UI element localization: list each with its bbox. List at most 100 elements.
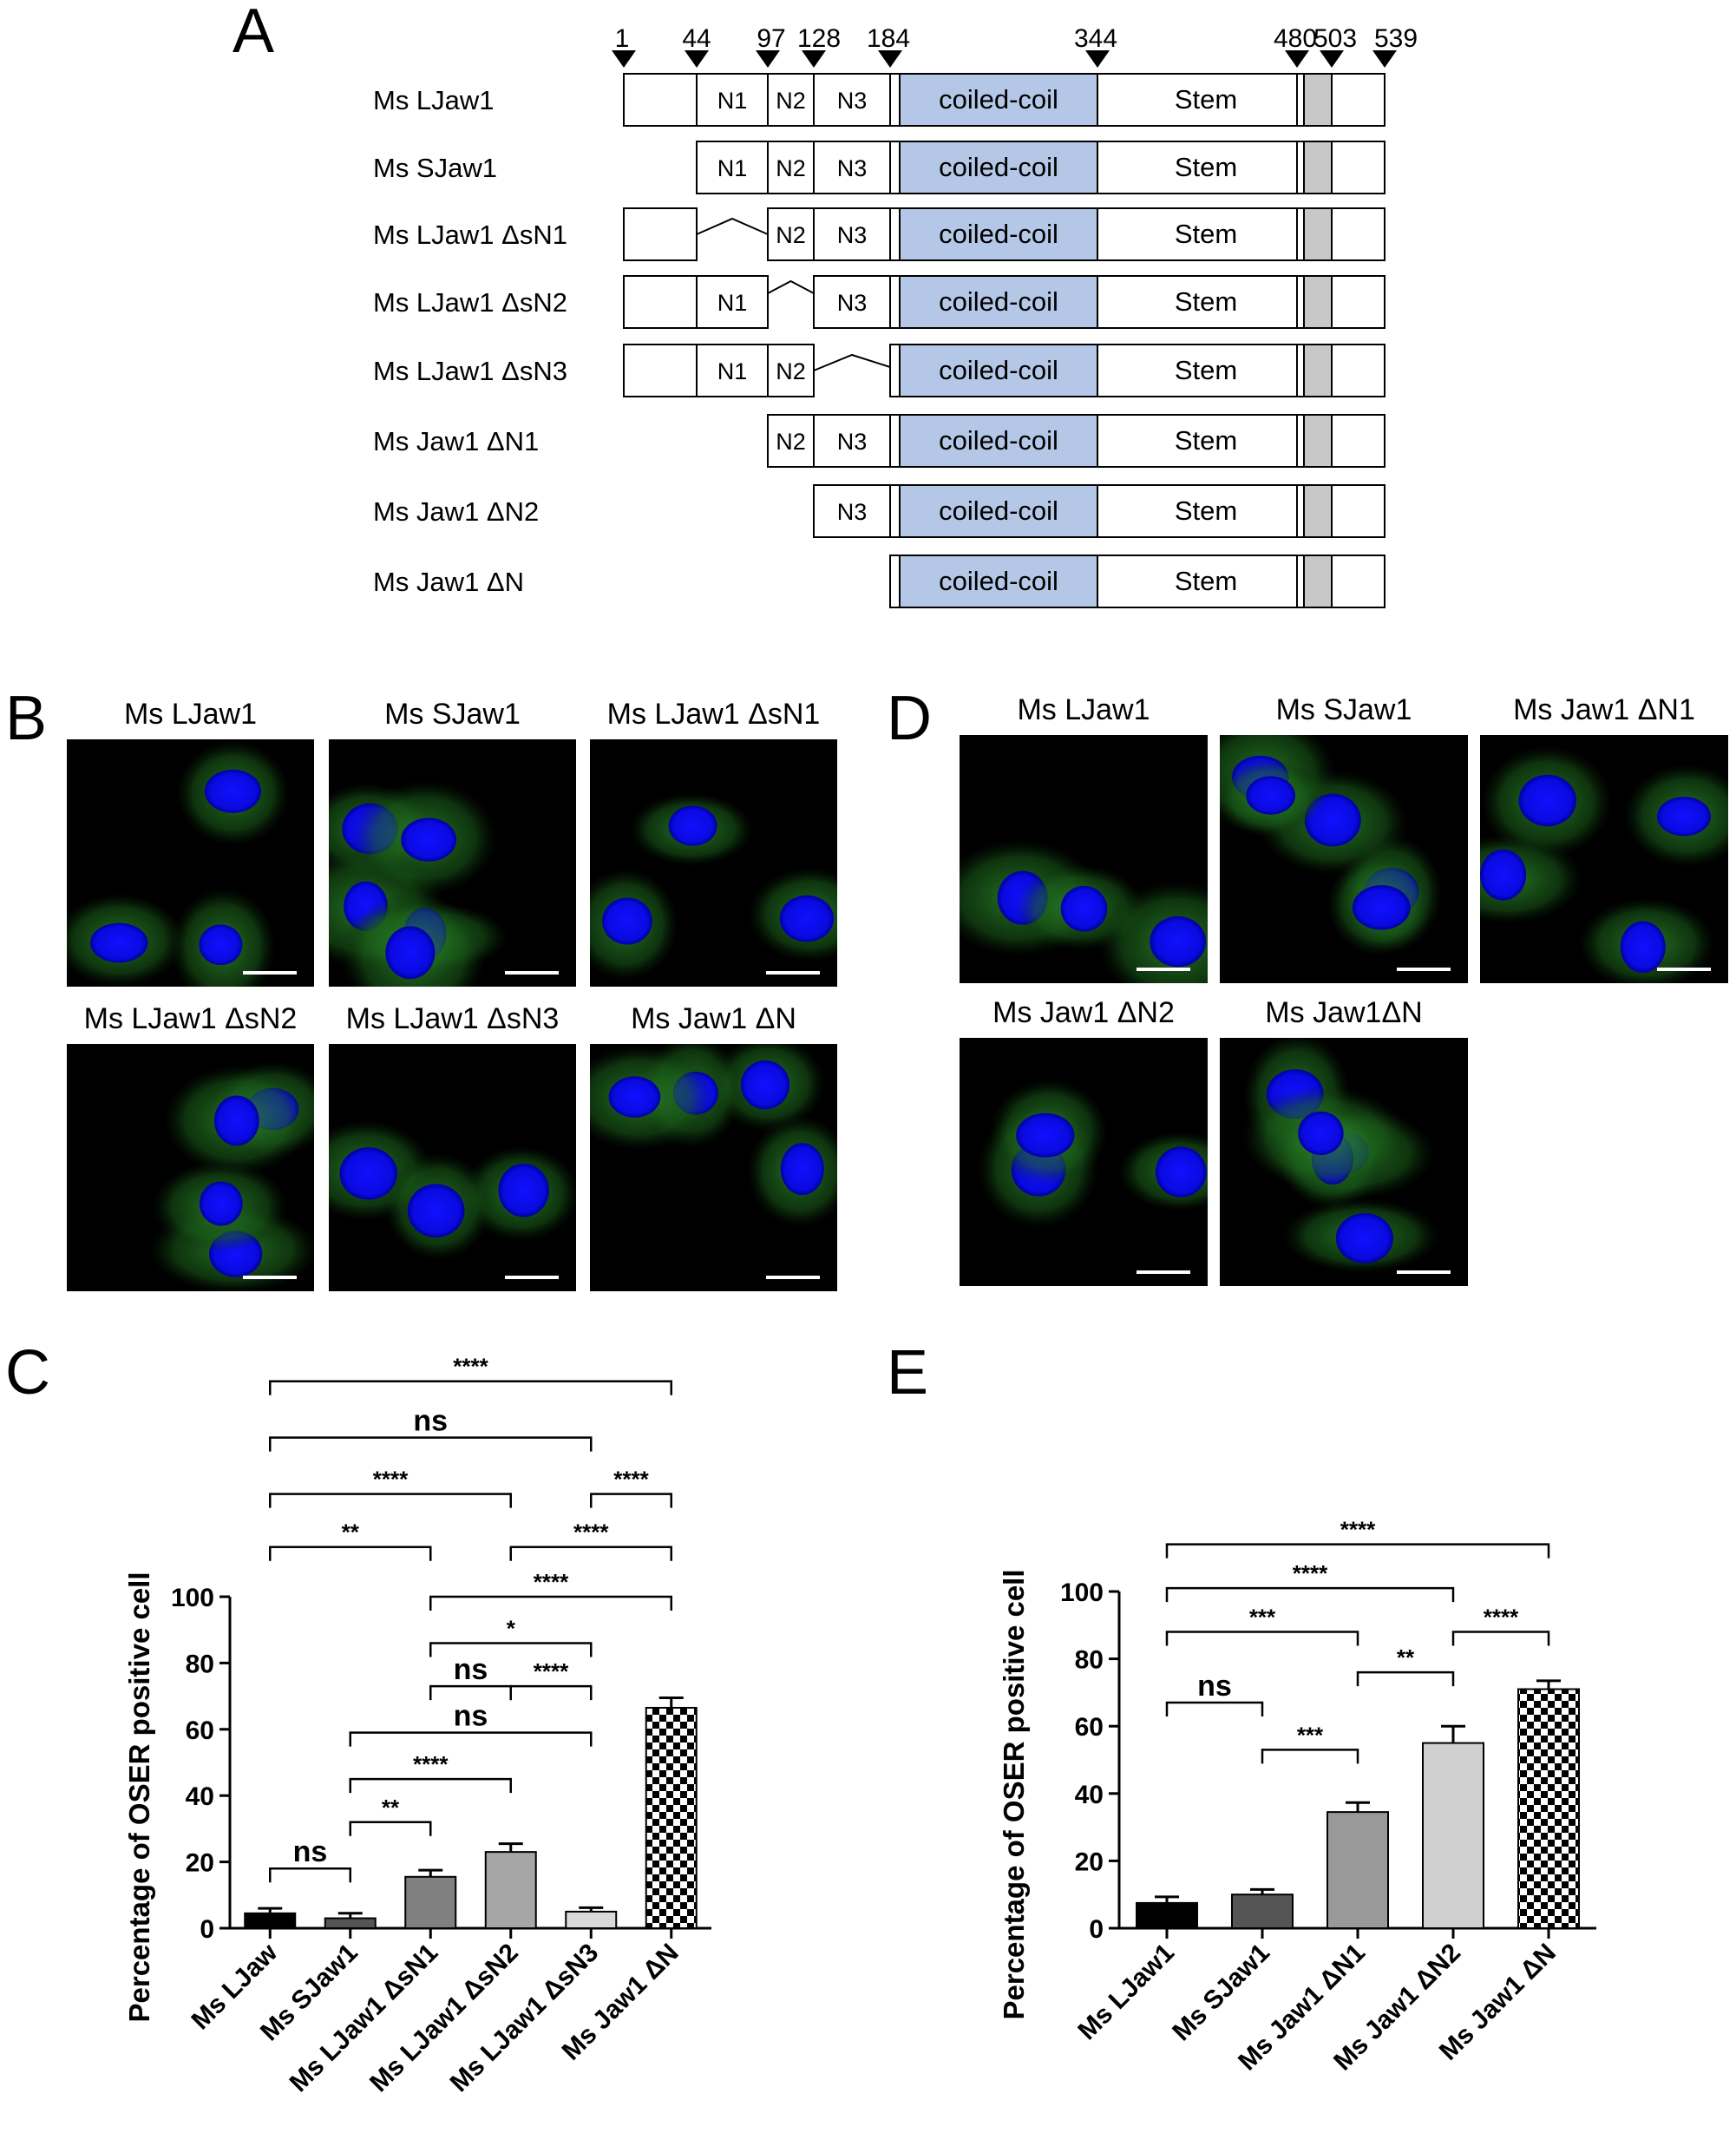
coiled-coil-label: coiled-coil [939, 496, 1058, 526]
linker-segment [1296, 344, 1305, 397]
significance-bracket [1165, 1631, 1359, 1646]
significance-bracket [269, 1867, 351, 1883]
bar [1422, 1742, 1484, 1929]
coiled-coil-segment [899, 73, 1098, 127]
linker-segment [889, 555, 901, 608]
position-label: 128 [797, 24, 841, 53]
n1-label: N1 [717, 155, 748, 181]
position-label: 184 [867, 24, 910, 53]
micrograph-title: Ms Jaw1 ΔN [631, 1002, 796, 1035]
significance-bracket [269, 1546, 432, 1561]
linker-segment [889, 73, 901, 127]
significance-bracket [269, 1493, 512, 1508]
significance-label: * [507, 1615, 516, 1641]
cell-nucleus [1335, 1213, 1394, 1263]
bar [324, 1917, 377, 1930]
n2-label: N2 [776, 88, 806, 114]
micrograph-title: Ms SJaw1 [384, 698, 521, 731]
cell-nucleus [204, 769, 262, 813]
deletion-line [767, 279, 815, 294]
cell-nucleus [498, 1163, 549, 1217]
construct-row: Ms Jaw1 ΔN coiled-coil Stem [373, 555, 1386, 608]
y-axis-title: Percentage of OSER positive cell [998, 1569, 1030, 2019]
cell-nucleus [1480, 849, 1527, 901]
position-label: 503 [1313, 24, 1357, 53]
significance-label: **** [534, 1658, 569, 1684]
coiled-coil-segment [899, 414, 1098, 468]
n3-label: N3 [837, 290, 868, 316]
n-terminal-segment [623, 73, 698, 127]
micrograph-title: Ms Jaw1ΔN [1265, 996, 1422, 1029]
cells [960, 839, 1208, 983]
significance-label: ns [454, 1653, 488, 1686]
stem-label: Stem [1175, 286, 1237, 317]
bar [244, 1912, 297, 1930]
stem-segment [1097, 141, 1298, 194]
significance-bracket [429, 1642, 593, 1657]
significance-bracket [1261, 1749, 1359, 1764]
significance-label: **** [613, 1467, 649, 1493]
micrograph: Ms LJaw1 ΔsN2 [67, 1002, 314, 1291]
position-label: 1 [615, 24, 630, 53]
cell-nucleus [339, 1147, 398, 1200]
cell-nucleus [1246, 776, 1295, 815]
significance-bracket [429, 1595, 672, 1611]
deletion-line [813, 353, 891, 371]
stem-label: Stem [1175, 355, 1237, 385]
construct-row: Ms LJaw1 ΔsN1 coiled-coil Stem N2 N3 [373, 207, 1386, 261]
cell-nucleus [1155, 1146, 1207, 1198]
significance-label: **** [1340, 1517, 1376, 1543]
micrograph-title: Ms LJaw1 ΔsN2 [84, 1002, 298, 1035]
micrograph: Ms Jaw1 ΔN2 [960, 996, 1208, 1286]
n2-label: N2 [776, 429, 806, 455]
significance-label: ns [1197, 1670, 1232, 1703]
linker-segment [1296, 207, 1305, 261]
micrograph-title: Ms SJaw1 [1276, 693, 1412, 726]
x-category-label: Ms LJaw1 [1072, 1939, 1180, 2046]
significance-bracket [1165, 1701, 1264, 1717]
micrograph-grid-b: Ms LJaw1 Ms SJaw1 Ms LJaw1 ΔsN1 Ms LJaw1 Δs… [67, 698, 837, 1291]
coiled-coil-label: coiled-coil [939, 355, 1058, 385]
bar-chart-c: 0 20 40 60 80 100 Percentage of OSER positive … [123, 1354, 711, 2097]
coiled-coil-label: coiled-coil [939, 152, 1058, 182]
cells [148, 1060, 314, 1291]
coiled-coil-label: coiled-coil [939, 425, 1058, 456]
n3-label: N3 [837, 222, 868, 248]
stem-label: Stem [1175, 496, 1237, 526]
significance-label: ** [342, 1519, 360, 1546]
significance-bracket [429, 1684, 512, 1701]
linker-segment [889, 275, 901, 329]
micrograph: Ms LJaw1 [67, 698, 314, 987]
construct-label: Ms LJaw1 ΔsN2 [373, 287, 567, 318]
position-marker-icon [756, 50, 780, 68]
significance-label: **** [573, 1519, 609, 1546]
linker-segment [889, 484, 901, 538]
construct-label: Ms LJaw1 ΔsN3 [373, 356, 567, 386]
n3-segment [813, 414, 891, 468]
micrograph: Ms SJaw1 [1220, 693, 1468, 983]
panel-letter-c: C [5, 1338, 50, 1408]
construct-row: Ms SJaw1 coiled-coil Stem N1 N2 N3 [373, 141, 1386, 194]
stem-segment [1097, 484, 1298, 538]
bar [645, 1706, 698, 1929]
n3-label: N3 [837, 155, 868, 181]
micrograph-grid-d: Ms LJaw1 Ms SJaw1 Ms Jaw1 ΔN1 Ms Jaw1 ΔN2 Ms… [960, 693, 1728, 1286]
position-label: 97 [757, 24, 785, 53]
significance-bracket [269, 1436, 593, 1452]
micrograph: Ms SJaw1 [329, 698, 576, 987]
stem-label: Stem [1175, 219, 1237, 249]
panel-letter-b: B [5, 684, 47, 753]
bar [1231, 1893, 1294, 1929]
significance-label: **** [413, 1751, 449, 1777]
significance-label: ns [413, 1405, 448, 1438]
stem-label: Stem [1175, 84, 1237, 115]
significance-label: ns [454, 1700, 488, 1733]
linker-segment [1296, 275, 1305, 329]
linker-segment [1296, 73, 1305, 127]
y-tick-label: 80 [186, 1650, 214, 1678]
construct-row: Ms Jaw1 ΔN2 coiled-coil Stem N3 [373, 484, 1386, 538]
cells [1480, 745, 1728, 983]
significance-bracket [269, 1380, 672, 1395]
